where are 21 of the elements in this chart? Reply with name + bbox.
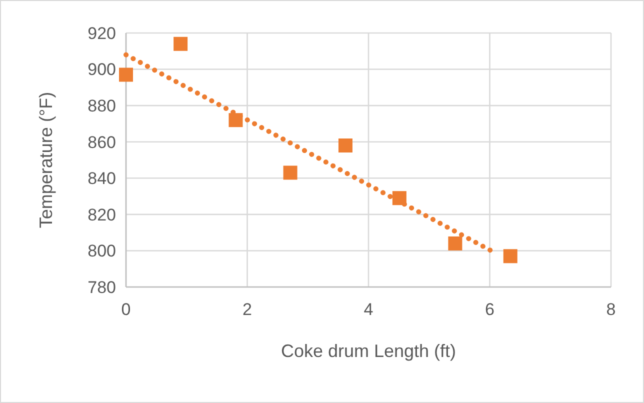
x-tick-label: 4 (364, 300, 374, 319)
point (503, 249, 518, 264)
y-tick-label: 840 (88, 169, 116, 188)
point (174, 36, 188, 51)
x-tick-label: 8 (606, 300, 616, 319)
y-axis-title: Temperature (°F) (36, 92, 56, 228)
point (119, 68, 133, 82)
y-tick-label: 920 (88, 24, 116, 43)
x-tick-label: 0 (121, 300, 131, 319)
y-tick-label: 900 (88, 60, 116, 80)
y-tick-label: 800 (88, 242, 116, 261)
point (338, 138, 352, 152)
x-tick-label: 2 (242, 300, 252, 319)
y-tick-label: 820 (88, 205, 116, 224)
y-tick-label: 860 (88, 132, 116, 152)
point (283, 166, 298, 180)
y-tick-label: 780 (88, 278, 116, 297)
x-axis-title: Coke drum Length (ft) (280, 341, 456, 361)
y-tick-label: 880 (88, 96, 116, 116)
x-tick-label: 6 (485, 300, 494, 319)
point (448, 236, 462, 250)
